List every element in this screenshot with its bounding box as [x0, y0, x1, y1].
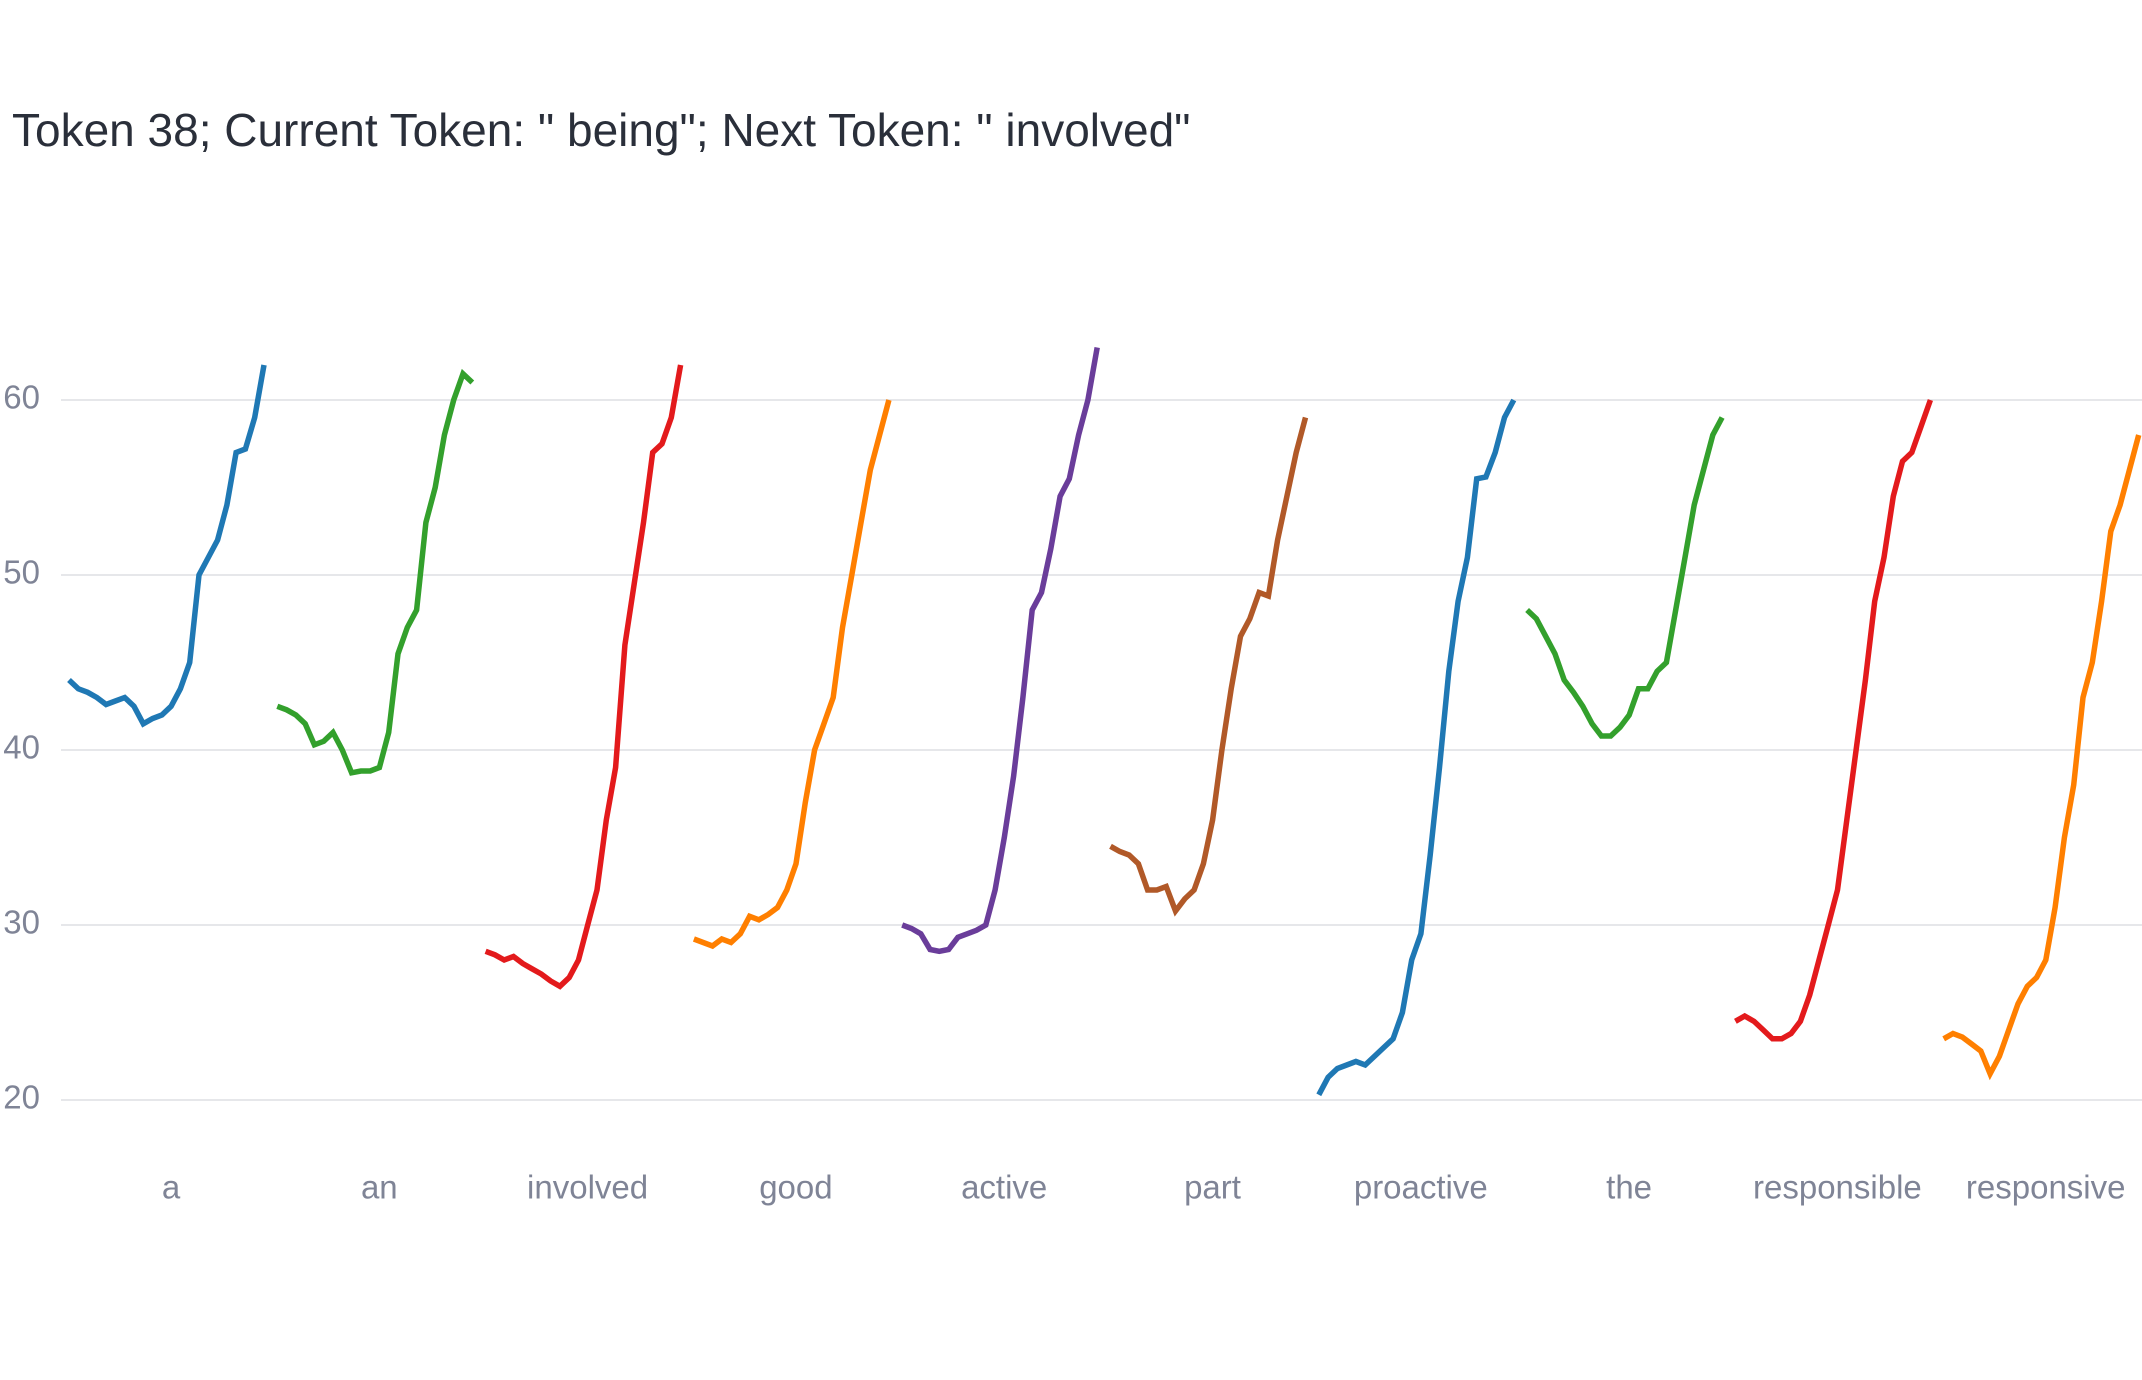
- x-tick-label: the: [1606, 1169, 1652, 1206]
- chart-title: Token 38; Current Token: " being"; Next …: [12, 104, 1191, 156]
- x-tick-label: an: [361, 1169, 398, 1206]
- y-tick-label: 50: [3, 554, 40, 591]
- x-tick-label: proactive: [1354, 1169, 1488, 1206]
- y-tick-label: 40: [3, 729, 40, 766]
- x-tick-label: part: [1184, 1169, 1241, 1206]
- series-line: [67, 364, 267, 728]
- y-tick-label: 30: [3, 904, 40, 941]
- x-tick-label: good: [759, 1169, 832, 1206]
- series-line: [484, 364, 684, 990]
- x-tick-label: active: [961, 1169, 1047, 1206]
- series-line: [1316, 398, 1517, 1097]
- series-line: [1942, 434, 2142, 1081]
- series-line: [1525, 416, 1725, 739]
- x-tick-label: a: [162, 1169, 181, 1206]
- series-line: [901, 347, 1100, 955]
- y-tick-label: 20: [3, 1079, 40, 1116]
- series-line: [276, 368, 475, 776]
- x-tick-label: involved: [527, 1169, 648, 1206]
- series-line: [692, 399, 892, 950]
- series-line: [1109, 416, 1309, 917]
- x-tick-label: responsive: [1966, 1169, 2126, 1206]
- y-tick-label: 60: [3, 379, 40, 416]
- series-line: [1734, 399, 1933, 1042]
- x-tick-label: responsible: [1753, 1169, 1922, 1206]
